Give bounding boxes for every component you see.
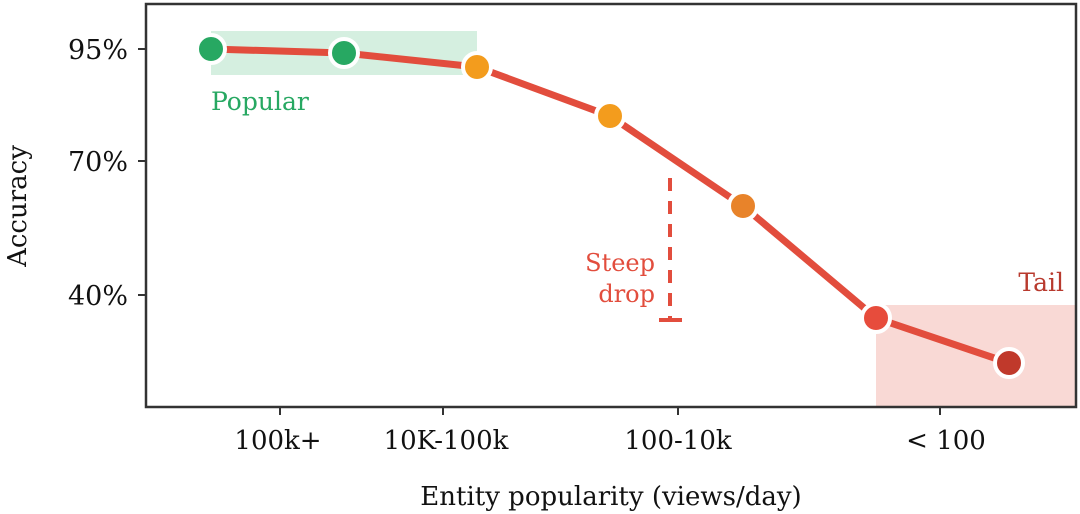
x-axis-label: Entity popularity (views/day) (420, 482, 801, 512)
steep-drop-label-line1: Steep (585, 249, 655, 277)
steep-drop-label-line2: drop (598, 280, 655, 308)
plot-frame (144, 2, 1078, 409)
tail-label: Tail (1018, 268, 1064, 297)
ytick-label-40: 40% (68, 281, 128, 312)
xtick-label-100-10k: 100-10k (624, 426, 731, 456)
xtick-label-under-100: < 100 (906, 426, 986, 456)
data-points (195, 33, 1025, 379)
y-axis-label: Accuracy (3, 145, 33, 268)
ytick-label-95: 95% (68, 35, 128, 66)
ytick-label-70: 70% (68, 147, 128, 178)
xtick-label-100k-plus: 100k+ (234, 426, 321, 456)
xtick-label-10k-100k: 10K-100k (384, 426, 509, 456)
data-point-7 (993, 347, 1025, 379)
data-point-2 (328, 37, 360, 69)
x-axis (279, 407, 941, 415)
highlight-tail (876, 305, 1076, 407)
data-point-4 (594, 100, 626, 132)
data-point-3 (461, 51, 493, 83)
popular-label: Popular (211, 87, 309, 116)
data-point-100k-plus (195, 33, 227, 65)
y-axis (138, 48, 146, 296)
data-point-5 (727, 190, 759, 222)
data-point-6 (860, 302, 892, 334)
